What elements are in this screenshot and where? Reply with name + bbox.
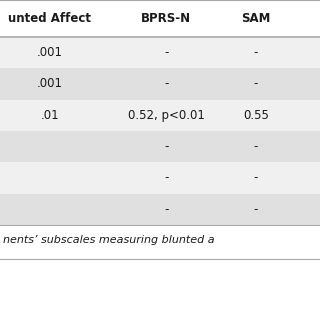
Text: SAM: SAM	[241, 12, 271, 25]
Bar	[0, 194, 320, 225]
Bar	[0, 100, 320, 131]
Bar	[0, 37, 320, 68]
Text: .01: .01	[40, 109, 59, 122]
Text: -: -	[164, 77, 169, 90]
Text: -: -	[164, 203, 169, 216]
Text: -: -	[254, 203, 258, 216]
Text: .001: .001	[36, 77, 63, 90]
Text: -: -	[254, 140, 258, 153]
Text: -: -	[164, 140, 169, 153]
Text: -: -	[164, 172, 169, 184]
Text: .001: .001	[36, 46, 63, 59]
Text: 0.55: 0.55	[243, 109, 269, 122]
Bar	[0, 162, 320, 194]
Text: -: -	[254, 77, 258, 90]
Text: 0.52, p<0.01: 0.52, p<0.01	[128, 109, 205, 122]
Text: unted Affect: unted Affect	[8, 12, 91, 25]
Text: -: -	[254, 46, 258, 59]
Text: nents’ subscales measuring blunted a: nents’ subscales measuring blunted a	[3, 235, 215, 244]
Text: BPRS-N: BPRS-N	[141, 12, 191, 25]
Text: -: -	[164, 46, 169, 59]
Text: -: -	[254, 172, 258, 184]
Bar	[0, 68, 320, 100]
Bar	[0, 131, 320, 162]
